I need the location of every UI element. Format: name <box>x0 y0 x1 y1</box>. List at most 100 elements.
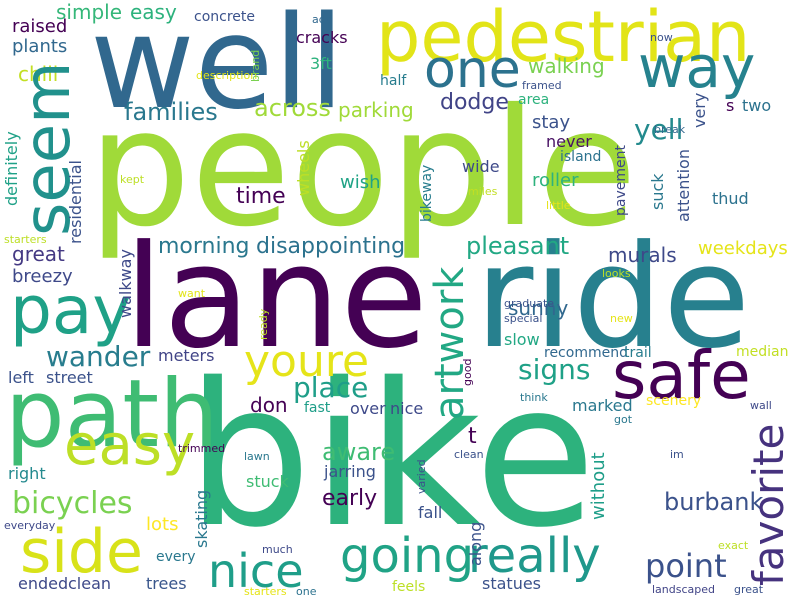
word-cloud-word: residential <box>66 160 85 244</box>
word-cloud-word: thud <box>712 189 749 208</box>
word-cloud-word: yell <box>634 113 684 146</box>
word-cloud-word: well <box>90 0 345 138</box>
word-cloud-word: disappointing <box>256 234 406 259</box>
word-cloud-word: framed <box>522 79 562 92</box>
word-cloud-word: looks <box>602 267 631 280</box>
word-cloud-word: early <box>322 486 378 511</box>
word-cloud-word: brand <box>249 49 262 82</box>
word-cloud-word: now <box>650 31 673 44</box>
word-cloud-word: break <box>654 123 686 136</box>
word-cloud-word: roller <box>532 170 579 191</box>
word-cloud-word: burbank <box>664 488 764 516</box>
word-cloud-word: families <box>124 98 218 126</box>
word-cloud-word: walking <box>528 54 605 78</box>
word-cloud-word: path <box>5 360 219 469</box>
word-cloud-word: 3ft <box>310 54 332 73</box>
word-cloud-word: point <box>645 547 727 585</box>
word-cloud-word: two <box>742 96 772 115</box>
word-cloud-word: nice <box>390 399 424 418</box>
word-cloud-word: great <box>734 583 764 596</box>
word-cloud-word: sunny <box>508 296 569 320</box>
word-cloud-word: pay <box>10 272 132 349</box>
word-cloud-word: skating <box>192 489 211 548</box>
word-cloud-word: half <box>380 73 407 89</box>
word-cloud-word: ride <box>475 215 751 380</box>
word-cloud-word: s <box>726 96 735 115</box>
word-cloud-word: trimmed <box>178 442 226 455</box>
word-cloud-word: description <box>196 69 258 82</box>
word-cloud-word: trees <box>146 574 187 593</box>
word-cloud-word: way <box>638 33 756 101</box>
word-cloud-word: statues <box>482 574 542 593</box>
word-cloud-word: concrete <box>194 9 255 25</box>
word-cloud-word: nice <box>208 544 304 598</box>
word-cloud-word: add <box>312 13 333 26</box>
word-cloud-word: new <box>610 312 633 325</box>
word-cloud-word: special <box>504 312 543 325</box>
word-cloud-word: artwork <box>427 266 473 420</box>
word-cloud-word: over <box>350 399 386 418</box>
word-cloud-word: signs <box>518 353 591 386</box>
word-cloud-word: wide <box>462 157 500 176</box>
word-cloud-word: miles <box>468 185 498 198</box>
word-cloud-word: simple <box>56 0 123 24</box>
word-cloud-word: marked <box>572 396 633 415</box>
word-cloud-word: very <box>690 92 709 128</box>
word-cloud-word: exact <box>718 539 749 552</box>
word-cloud-word: suck <box>648 173 667 210</box>
word-cloud-word: im <box>670 448 684 461</box>
word-cloud-word: t <box>468 424 477 449</box>
word-cloud-word: jarring <box>324 462 376 481</box>
word-cloud-word: island <box>560 149 602 165</box>
word-cloud-word: pavement <box>613 145 629 216</box>
word-cloud-word: plants <box>12 36 68 57</box>
word-cloud-word: got <box>614 413 633 426</box>
word-cloud-word: ready <box>257 308 270 340</box>
word-cloud-word: fast <box>304 400 331 416</box>
word-cloud-word: youre <box>244 336 370 387</box>
word-cloud-word: don <box>250 393 288 417</box>
word-cloud-word: cracks <box>296 28 348 47</box>
word-cloud-word: morning <box>158 234 250 259</box>
word-cloud-word: breezy <box>12 266 73 287</box>
word-cloud-word: easy <box>64 413 196 478</box>
word-cloud-word: ended <box>18 574 69 593</box>
word-cloud-word: much <box>262 543 293 556</box>
word-cloud-word: kept <box>120 173 145 186</box>
word-cloud-word: chill <box>18 62 59 86</box>
word-cloud-word: slow <box>504 330 540 349</box>
word-cloud-word: think <box>520 391 548 404</box>
word-cloud-word: raised <box>12 16 68 37</box>
word-cloud-word: pleasant <box>466 232 570 260</box>
word-cloud-word: aware <box>322 438 396 466</box>
word-cloud-word: varied <box>415 459 428 494</box>
word-cloud-word: pedestrian <box>376 0 751 78</box>
word-cloud-word: definitely <box>2 131 21 206</box>
word-cloud-word: one <box>296 585 317 598</box>
word-cloud-word: safe <box>612 337 751 414</box>
word-cloud-word: landscaped <box>652 583 716 596</box>
word-cloud-word: fall <box>418 503 443 522</box>
word-cloud-word: without <box>588 452 609 520</box>
word-cloud-word: meters <box>158 346 215 365</box>
word-cloud-word: parking <box>338 98 414 122</box>
word-cloud-word: wander <box>46 340 151 373</box>
word-cloud-word: along <box>466 521 485 566</box>
word-cloud-word: wall <box>750 399 772 412</box>
word-cloud-word: one <box>424 40 521 100</box>
word-cloud-word: great <box>12 242 65 266</box>
word-cloud-word: time <box>236 184 286 209</box>
word-cloud-word: little <box>546 199 571 212</box>
word-cloud-word: left <box>8 368 34 387</box>
word-cloud-word: walkway <box>116 249 135 318</box>
word-cloud-word: bicycles <box>12 486 133 521</box>
word-cloud-word: side <box>20 517 143 587</box>
word-cloud-word: clean <box>454 448 484 461</box>
word-cloud-word: area <box>518 92 550 108</box>
word-cloud-word: street <box>46 368 93 387</box>
word-cloud-word: favorite <box>744 423 793 586</box>
word-cloud-word: really <box>468 528 601 584</box>
word-cloud-word: trail <box>624 345 652 361</box>
word-cloud-word: feels <box>392 579 426 595</box>
